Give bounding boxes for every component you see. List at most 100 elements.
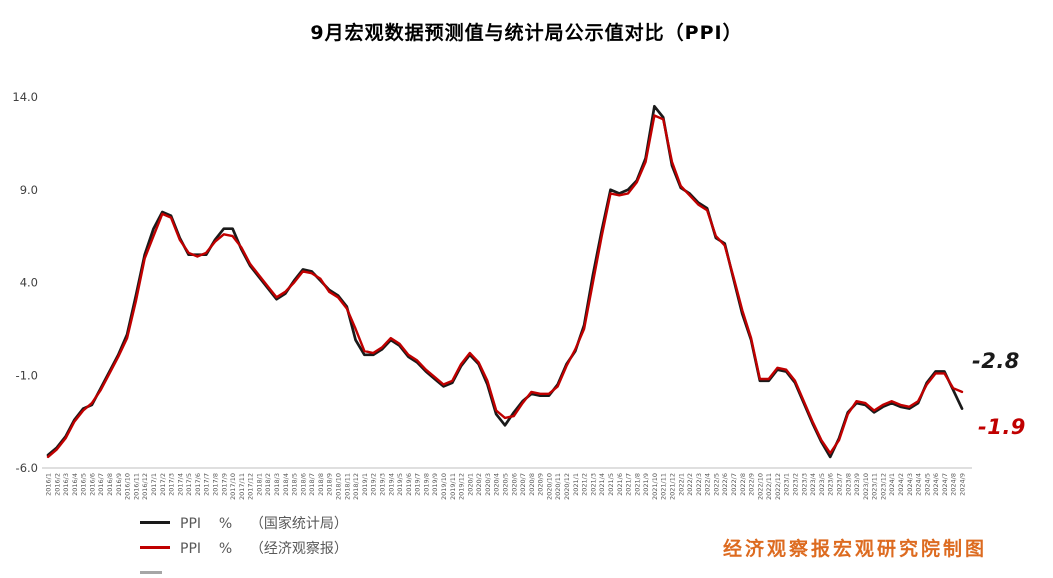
svg-text:2024/7: 2024/7: [941, 473, 949, 496]
svg-text:2016/9: 2016/9: [115, 473, 123, 496]
svg-text:2020/6: 2020/6: [510, 473, 518, 496]
svg-text:2024/6: 2024/6: [932, 473, 940, 496]
svg-text:2022/2: 2022/2: [686, 473, 694, 496]
legend-item-forecast: PPI % （经济观察报）: [140, 535, 348, 560]
svg-text:9.0: 9.0: [20, 183, 38, 197]
svg-text:2020/3: 2020/3: [484, 473, 492, 496]
svg-text:2022/11: 2022/11: [765, 473, 773, 500]
svg-text:2023/10: 2023/10: [862, 473, 870, 500]
svg-text:2017/12: 2017/12: [247, 473, 255, 500]
legend-label-official: PPI % （国家统计局）: [180, 515, 348, 532]
svg-text:2020/9: 2020/9: [537, 473, 545, 496]
svg-text:2016/10: 2016/10: [124, 473, 132, 500]
svg-text:2019/4: 2019/4: [387, 473, 395, 496]
forecast-line-swatch-icon: [140, 546, 170, 549]
svg-text:2019/8: 2019/8: [422, 473, 430, 496]
svg-text:2016/8: 2016/8: [106, 473, 114, 496]
svg-text:2020/11: 2020/11: [554, 473, 562, 500]
svg-text:2018/1: 2018/1: [255, 473, 263, 496]
svg-text:2022/8: 2022/8: [739, 473, 747, 496]
svg-text:2024/8: 2024/8: [950, 473, 958, 496]
legend-item-extra: [140, 560, 348, 578]
svg-text:2023/9: 2023/9: [853, 473, 861, 496]
svg-text:2024/9: 2024/9: [959, 473, 967, 496]
svg-text:2022/7: 2022/7: [730, 473, 738, 496]
svg-text:2024/1: 2024/1: [888, 473, 896, 496]
svg-text:2022/5: 2022/5: [712, 473, 720, 496]
svg-text:2023/1: 2023/1: [783, 473, 791, 496]
svg-text:2016/7: 2016/7: [97, 473, 105, 496]
svg-text:2019/1: 2019/1: [361, 473, 369, 496]
svg-text:2021/8: 2021/8: [633, 473, 641, 496]
svg-text:2016/5: 2016/5: [80, 473, 88, 496]
svg-text:2023/7: 2023/7: [835, 473, 843, 496]
svg-text:2018/5: 2018/5: [291, 473, 299, 496]
official-end-value-label: -2.8: [972, 349, 1020, 373]
svg-text:-6.0: -6.0: [16, 461, 38, 475]
legend: PPI % （国家统计局） PPI % （经济观察报）: [140, 510, 348, 578]
svg-text:2022/6: 2022/6: [721, 473, 729, 496]
svg-text:2016/6: 2016/6: [88, 473, 96, 496]
official-line-swatch-icon: [140, 521, 170, 524]
svg-text:2021/9: 2021/9: [642, 473, 650, 496]
svg-text:2022/9: 2022/9: [748, 473, 756, 496]
svg-text:2019/12: 2019/12: [458, 473, 466, 500]
svg-text:2023/5: 2023/5: [818, 473, 826, 496]
svg-text:2017/3: 2017/3: [168, 473, 176, 496]
svg-text:2022/10: 2022/10: [756, 473, 764, 500]
svg-text:2017/11: 2017/11: [238, 473, 246, 500]
svg-text:2021/6: 2021/6: [616, 473, 624, 496]
forecast-end-value-label: -1.9: [978, 415, 1026, 439]
svg-text:2021/1: 2021/1: [572, 473, 580, 496]
svg-text:2022/12: 2022/12: [774, 473, 782, 500]
svg-text:2024/2: 2024/2: [897, 473, 905, 496]
svg-text:2016/3: 2016/3: [62, 473, 70, 496]
svg-text:2020/10: 2020/10: [545, 473, 553, 500]
svg-text:2022/3: 2022/3: [695, 473, 703, 496]
svg-text:2020/2: 2020/2: [475, 473, 483, 496]
svg-text:2017/1: 2017/1: [150, 473, 158, 496]
svg-text:2017/7: 2017/7: [203, 473, 211, 496]
svg-text:2020/12: 2020/12: [563, 473, 571, 500]
svg-text:2019/11: 2019/11: [449, 473, 457, 500]
svg-text:2023/3: 2023/3: [800, 473, 808, 496]
svg-text:2023/12: 2023/12: [879, 473, 887, 500]
svg-text:2018/4: 2018/4: [282, 473, 290, 496]
svg-text:2017/4: 2017/4: [176, 473, 184, 496]
svg-text:2022/4: 2022/4: [704, 473, 712, 496]
svg-text:2019/3: 2019/3: [378, 473, 386, 496]
svg-text:2020/7: 2020/7: [519, 473, 527, 496]
svg-text:2016/2: 2016/2: [53, 473, 61, 496]
svg-text:2016/4: 2016/4: [71, 473, 79, 496]
svg-text:2020/1: 2020/1: [466, 473, 474, 496]
svg-text:2018/9: 2018/9: [326, 473, 334, 496]
svg-text:2021/3: 2021/3: [589, 473, 597, 496]
svg-text:2024/4: 2024/4: [915, 473, 923, 496]
svg-text:2020/8: 2020/8: [528, 473, 536, 496]
svg-text:2021/11: 2021/11: [660, 473, 668, 500]
svg-text:2021/5: 2021/5: [607, 473, 615, 496]
extra-line-swatch-icon: [140, 571, 162, 574]
svg-text:2019/2: 2019/2: [370, 473, 378, 496]
svg-text:2017/9: 2017/9: [220, 473, 228, 496]
legend-item-official: PPI % （国家统计局）: [140, 510, 348, 535]
svg-text:2016/1: 2016/1: [45, 473, 53, 496]
svg-text:2019/6: 2019/6: [405, 473, 413, 496]
svg-text:14.0: 14.0: [12, 90, 38, 104]
svg-text:2021/4: 2021/4: [598, 473, 606, 496]
svg-text:2018/6: 2018/6: [299, 473, 307, 496]
svg-text:4.0: 4.0: [20, 276, 38, 290]
svg-text:2019/10: 2019/10: [440, 473, 448, 500]
svg-text:2023/2: 2023/2: [792, 473, 800, 496]
svg-text:2018/12: 2018/12: [352, 473, 360, 500]
svg-text:2019/7: 2019/7: [414, 473, 422, 496]
svg-text:2018/3: 2018/3: [273, 473, 281, 496]
svg-text:2020/5: 2020/5: [502, 473, 510, 496]
svg-text:2017/8: 2017/8: [211, 473, 219, 496]
svg-text:2017/10: 2017/10: [229, 473, 237, 500]
svg-text:2017/6: 2017/6: [194, 473, 202, 496]
svg-text:2016/12: 2016/12: [141, 473, 149, 500]
svg-text:2022/1: 2022/1: [677, 473, 685, 496]
